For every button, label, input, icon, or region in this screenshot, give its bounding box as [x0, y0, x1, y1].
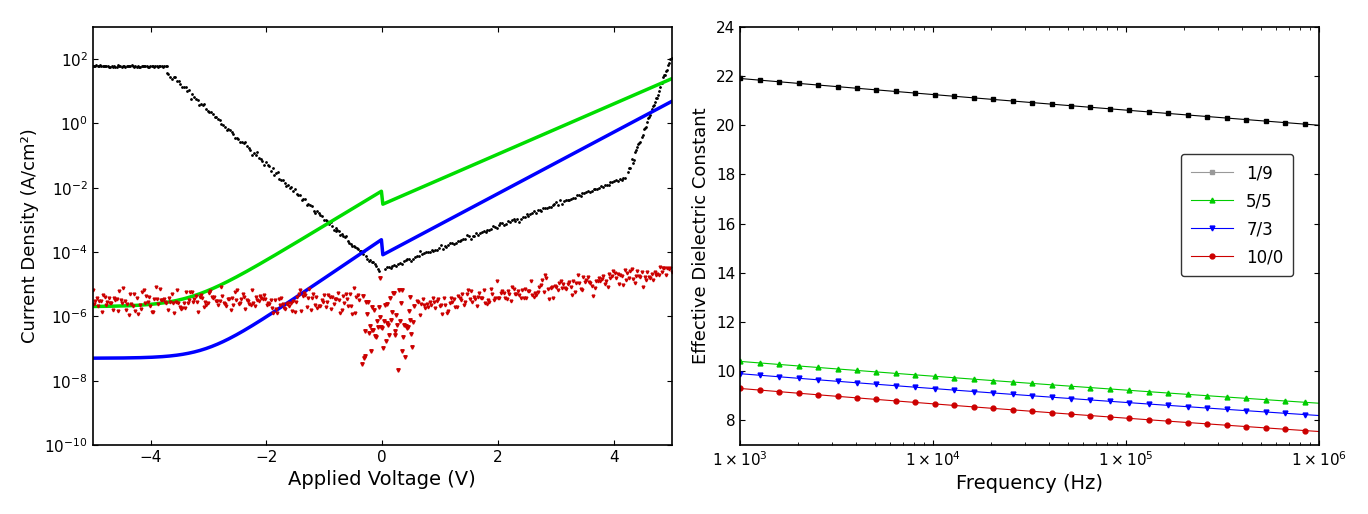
- 5/5: [732, 358, 748, 364]
- 1/9: [1311, 122, 1327, 128]
- 10/0: [854, 395, 870, 401]
- 5/5: [1291, 399, 1308, 405]
- Legend: 1/9, 5/5, 7/3, 10/0: 1/9, 5/5, 7/3, 10/0: [1181, 154, 1293, 276]
- 10/0: [1311, 429, 1327, 435]
- 1/9: [1053, 102, 1070, 108]
- 1/9: [854, 86, 870, 92]
- 10/0: [1053, 410, 1070, 416]
- 5/5: [854, 368, 870, 374]
- 10/0: [1189, 420, 1205, 426]
- 5/5: [1053, 382, 1070, 389]
- Y-axis label: Effective Dielectric Constant: Effective Dielectric Constant: [692, 107, 710, 364]
- Y-axis label: Current Density (A/cm²): Current Density (A/cm²): [21, 128, 38, 343]
- 7/3: [1131, 400, 1148, 407]
- 7/3: [854, 380, 870, 386]
- 7/3: [1291, 411, 1308, 417]
- 7/3: [888, 382, 904, 389]
- 7/3: [732, 371, 748, 377]
- 7/3: [1311, 412, 1327, 418]
- 5/5: [888, 370, 904, 376]
- 1/9: [1131, 108, 1148, 114]
- 10/0: [1291, 427, 1308, 433]
- X-axis label: Frequency (Hz): Frequency (Hz): [956, 474, 1103, 493]
- Line: 7/3: 7/3: [737, 371, 1321, 418]
- 7/3: [1053, 395, 1070, 401]
- 5/5: [1189, 392, 1205, 398]
- 5/5: [1311, 400, 1327, 406]
- 10/0: [1131, 416, 1148, 422]
- 10/0: [888, 398, 904, 404]
- X-axis label: Applied Voltage (V): Applied Voltage (V): [289, 470, 476, 489]
- Line: 5/5: 5/5: [737, 359, 1321, 406]
- 10/0: [732, 386, 748, 392]
- 1/9: [1291, 121, 1308, 127]
- 5/5: [1131, 388, 1148, 394]
- 1/9: [732, 76, 748, 82]
- 1/9: [888, 88, 904, 95]
- 1/9: [1189, 113, 1205, 119]
- Line: 10/0: 10/0: [737, 386, 1321, 434]
- 7/3: [1189, 405, 1205, 411]
- Line: 1/9: 1/9: [737, 76, 1321, 127]
